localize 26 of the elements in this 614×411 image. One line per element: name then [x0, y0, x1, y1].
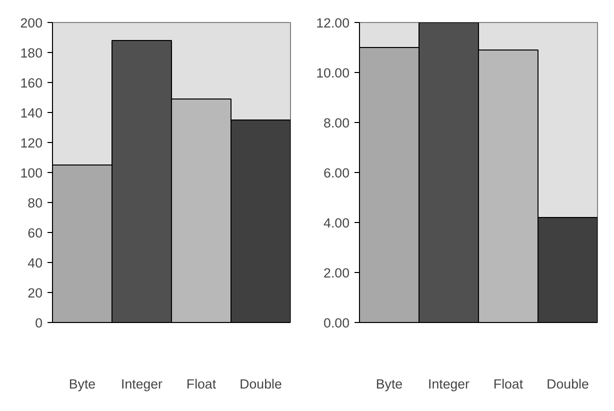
y-tick-label: 8.00	[324, 116, 350, 130]
x-tick-label: Byte	[376, 376, 403, 392]
x-tick-label: Float	[493, 376, 524, 392]
y-tick-label: 40	[28, 256, 43, 270]
y-tick-label: 2.00	[324, 266, 350, 280]
y-tick-label: 10.00	[316, 66, 350, 80]
y-tick-label: 80	[28, 196, 43, 210]
y-tick-label: 140	[20, 106, 43, 120]
y-tick-label: 60	[28, 226, 43, 240]
y-tick-label: 120	[20, 136, 43, 150]
y-tick-label: 6.00	[324, 166, 350, 180]
y-tick-label: 180	[20, 46, 43, 60]
y-tick-label: 160	[20, 76, 43, 90]
y-tick-label: 200	[20, 16, 43, 30]
x-tick-label: Double	[240, 376, 282, 392]
x-tick-label: Integer	[428, 376, 470, 392]
y-tick-label: 100	[20, 166, 43, 180]
x-tick-label: Integer	[121, 376, 164, 392]
y-tick-label: 12.00	[316, 16, 350, 30]
y-tick-label: 0.00	[324, 316, 350, 330]
y-tick-label: 20	[28, 286, 43, 300]
x-tick-label: Double	[546, 376, 589, 392]
y-tick-label: 0	[35, 316, 43, 330]
x-tick-label: Byte	[68, 376, 96, 392]
y-tick-label: 4.00	[324, 216, 350, 230]
x-tick-label: Float	[186, 376, 216, 392]
